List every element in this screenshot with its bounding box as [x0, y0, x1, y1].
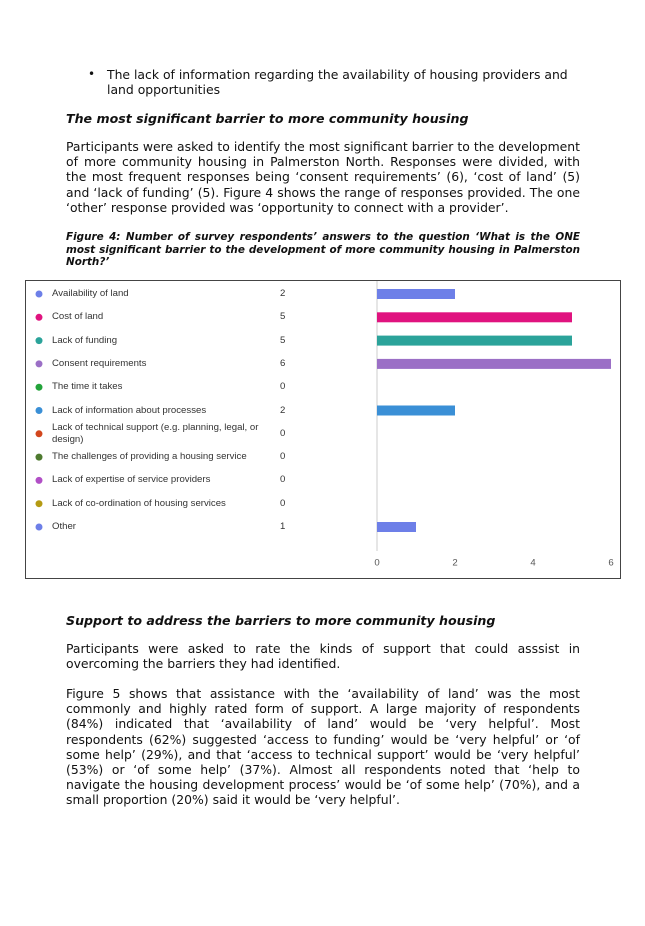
category-label: Lack of co-ordination of housing service…	[52, 497, 226, 509]
legend-dot	[35, 337, 43, 345]
value-label: 0	[280, 427, 286, 439]
bar	[377, 335, 572, 346]
category-label: The challenges of providing a housing se…	[52, 451, 247, 463]
bar	[377, 358, 611, 369]
value-label: 0	[280, 474, 286, 486]
heading: The most significant barrier to more com…	[66, 111, 469, 126]
x-tick-label: 6	[608, 558, 613, 569]
legend-dot	[35, 313, 43, 321]
figure-caption: Figure 4: Number of survey respondents’ …	[66, 231, 580, 269]
legend-dot	[35, 430, 43, 438]
bar	[377, 312, 572, 323]
bar	[377, 405, 455, 416]
category-label: Availability of land	[52, 288, 129, 299]
x-tick-label: 4	[530, 558, 536, 569]
category-label: Lack of technical support (e.g. planning…	[52, 421, 259, 445]
legend-dot	[35, 523, 43, 531]
category-label: Consent requirements	[52, 357, 147, 369]
x-tick-label: 2	[452, 558, 457, 569]
legend-dot	[35, 407, 43, 414]
category-label: Other	[52, 521, 76, 532]
legend-dot	[35, 383, 43, 391]
legend-dot	[35, 500, 43, 508]
category-label: The time it takes	[52, 381, 123, 393]
bullet-dot: •	[88, 67, 96, 81]
bullet-text: The lack of information regarding the av…	[107, 67, 568, 98]
legend-dot	[35, 290, 43, 298]
category-label: Lack of funding	[52, 334, 118, 346]
value-label: 2	[280, 288, 286, 299]
legend-dot	[35, 360, 43, 368]
legend-dot	[35, 476, 43, 484]
x-tick-label: 0	[374, 558, 379, 569]
value-label: 6	[280, 357, 286, 369]
value-label: 5	[280, 334, 286, 346]
category-label: Cost of land	[52, 311, 104, 323]
category-label: Lack of expertise of service providers	[52, 474, 211, 486]
chart: 0 2 4 6 Availability of land 2 Cost of land 5 L…	[25, 280, 621, 579]
bar	[377, 289, 455, 299]
legend-dot	[35, 453, 43, 461]
heading: Support to address the barriers to more …	[66, 613, 496, 628]
value-label: 0	[280, 497, 286, 509]
value-label: 2	[280, 404, 286, 416]
value-label: 0	[280, 381, 286, 393]
paragraph: Participants were asked to rate the kind…	[66, 641, 580, 672]
category-label: Lack of information about processes	[52, 404, 207, 416]
value-label: 0	[280, 451, 286, 463]
value-label: 1	[280, 521, 286, 532]
bar	[377, 522, 416, 532]
value-label: 5	[280, 311, 286, 323]
paragraph: Participants were asked to identify the …	[66, 139, 580, 215]
paragraph: Figure 5 shows that assistance with the …	[66, 686, 580, 808]
chart-plot: 0 2 4 6	[35, 281, 614, 569]
